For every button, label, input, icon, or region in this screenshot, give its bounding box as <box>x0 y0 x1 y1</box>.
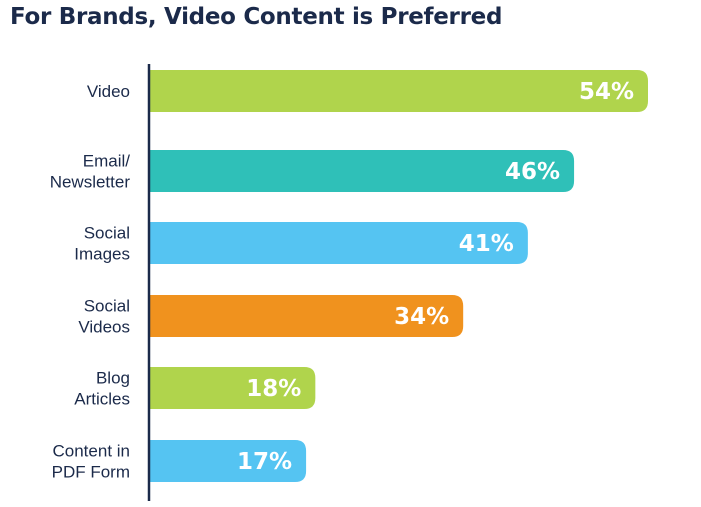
bar-value-label: 34% <box>394 304 449 330</box>
category-label: Blog <box>96 369 130 388</box>
category-labels-layer: Video Email/Newsletter Social Images Social V… <box>50 82 131 482</box>
category-label: Content in <box>53 442 131 461</box>
category-label: Video <box>87 82 130 101</box>
bar-value-label: 41% <box>459 231 514 257</box>
bars-layer: 54% 46% 41% 34% 18% 17% <box>149 70 648 482</box>
category-label: Email/ <box>83 152 131 171</box>
bar <box>149 222 528 264</box>
category-label: Articles <box>74 390 130 409</box>
bar <box>149 367 316 409</box>
bar <box>149 295 464 337</box>
category-label: Videos <box>78 318 130 337</box>
chart-title: For Brands, Video Content is Preferred <box>10 4 503 30</box>
bar-value-label: 17% <box>237 449 292 475</box>
category-label: PDF Form <box>52 463 130 482</box>
category-label: Newsletter <box>50 173 131 192</box>
bar-value-label: 18% <box>246 376 301 402</box>
category-label: Social <box>84 297 130 316</box>
bar-value-label: 46% <box>505 159 560 185</box>
bar <box>149 440 307 482</box>
bar-value-label: 54% <box>579 79 634 105</box>
category-label: Social <box>84 224 130 243</box>
category-label: Images <box>74 245 130 264</box>
bar <box>149 150 575 192</box>
bar <box>149 70 648 112</box>
